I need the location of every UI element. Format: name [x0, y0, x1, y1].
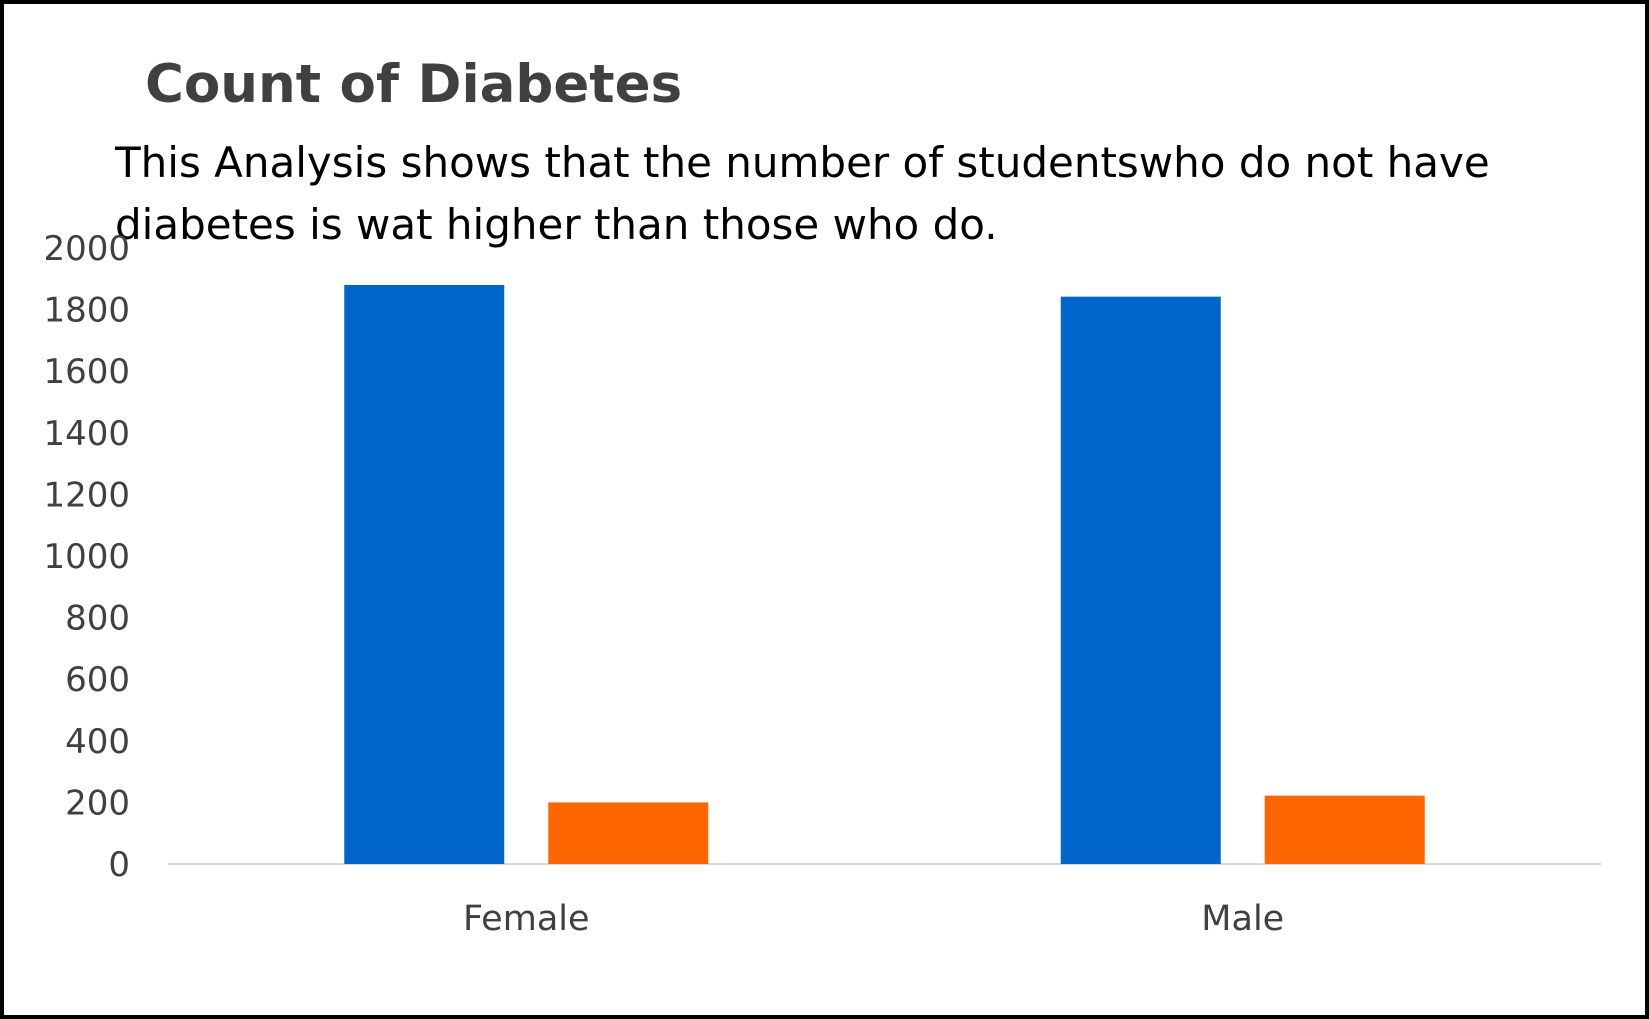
bar-female-series-2 [548, 802, 709, 864]
y-tick-label: 1200 [43, 475, 130, 515]
bar-male-series-2 [1264, 795, 1425, 864]
y-tick-label: 200 [65, 783, 130, 823]
y-tick-label: 400 [65, 722, 130, 762]
y-tick-label: 1400 [43, 414, 130, 454]
bar-female-series-1 [344, 284, 505, 865]
chart-title: Count of Diabetes [145, 54, 683, 115]
y-tick-label: 1800 [43, 291, 130, 331]
y-tick-label: 800 [65, 599, 130, 639]
y-tick-label: 600 [65, 660, 130, 700]
x-category-label-female: Female [463, 899, 590, 939]
x-axis-labels: Female Male [463, 899, 1284, 939]
y-tick-label: 1600 [43, 352, 130, 392]
y-axis-ticks: 0 200 400 600 800 1000 1200 1400 1600 1800 2000 [43, 229, 130, 885]
y-tick-label: 1000 [43, 537, 130, 577]
bar-male-series-1 [1060, 296, 1221, 864]
y-tick-label: 2000 [43, 229, 130, 269]
chart-subtitle: This Analysis shows that the number of s… [115, 138, 1490, 249]
y-tick-label: 0 [108, 845, 130, 885]
bar-series-group [344, 284, 1425, 865]
x-category-label-male: Male [1201, 899, 1284, 939]
